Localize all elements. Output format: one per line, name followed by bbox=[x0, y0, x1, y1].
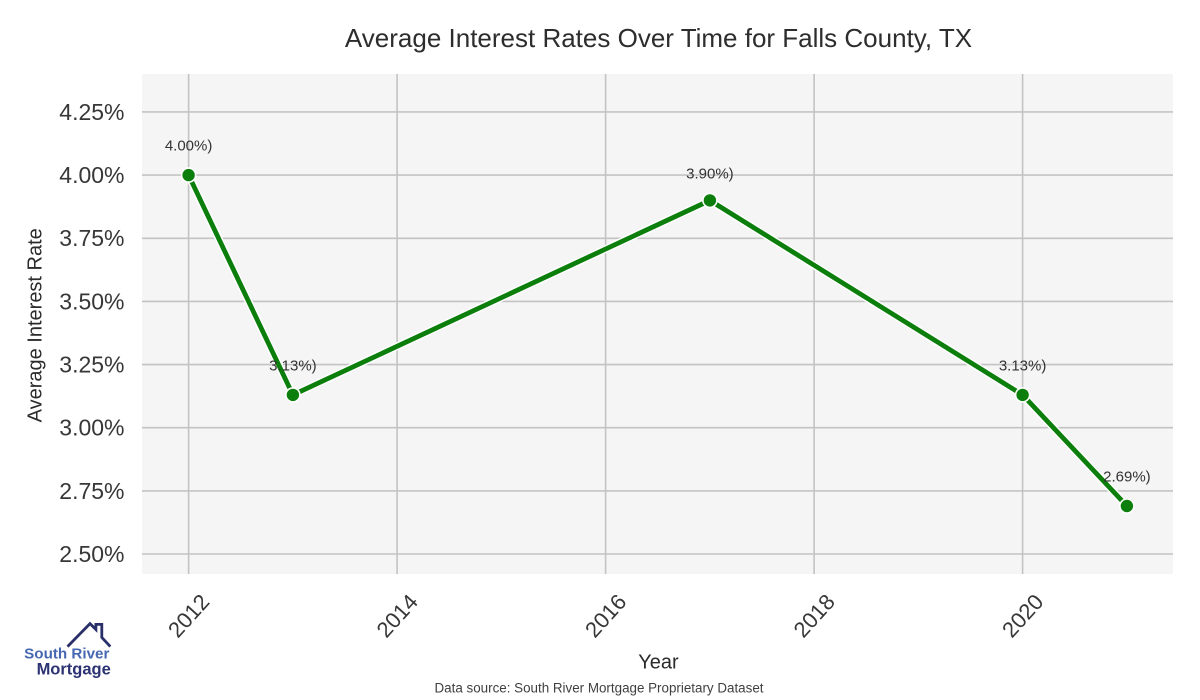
svg-text:2018: 2018 bbox=[789, 589, 840, 642]
svg-text:Average Interest Rates Over Ti: Average Interest Rates Over Time for Fal… bbox=[345, 23, 972, 53]
svg-text:3.25%: 3.25% bbox=[59, 352, 124, 378]
svg-text:Year: Year bbox=[638, 652, 679, 674]
svg-text:3.13%): 3.13%) bbox=[999, 357, 1047, 374]
svg-text:Mortgage: Mortgage bbox=[37, 660, 111, 678]
svg-text:2012: 2012 bbox=[163, 589, 214, 642]
svg-text:2.75%: 2.75% bbox=[59, 478, 124, 504]
svg-text:3.13%): 3.13%) bbox=[269, 357, 317, 374]
svg-text:2014: 2014 bbox=[372, 589, 423, 642]
svg-text:3.90%): 3.90%) bbox=[686, 166, 734, 183]
svg-text:2016: 2016 bbox=[580, 589, 631, 642]
svg-text:Average Interest Rate: Average Interest Rate bbox=[25, 228, 47, 422]
svg-text:3.75%: 3.75% bbox=[59, 225, 124, 251]
svg-text:3.50%: 3.50% bbox=[59, 288, 124, 314]
svg-text:4.00%: 4.00% bbox=[59, 162, 124, 188]
svg-text:2.50%: 2.50% bbox=[59, 541, 124, 567]
svg-text:Data source: South River Mortg: Data source: South River Mortgage Propri… bbox=[435, 681, 764, 696]
svg-text:2.69%): 2.69%) bbox=[1103, 469, 1151, 486]
svg-text:South River: South River bbox=[24, 646, 109, 663]
svg-text:2020: 2020 bbox=[997, 589, 1048, 642]
svg-text:3.00%: 3.00% bbox=[59, 415, 124, 441]
svg-text:4.25%: 4.25% bbox=[59, 99, 124, 125]
svg-text:4.00%): 4.00%) bbox=[165, 138, 213, 155]
